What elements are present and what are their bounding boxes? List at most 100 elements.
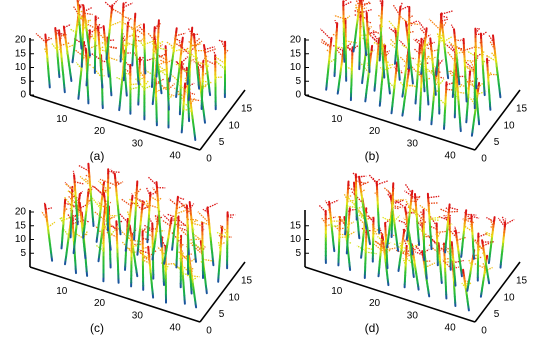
- leaf: [148, 177, 157, 186]
- leaf: [401, 250, 405, 251]
- panel: 5101510203040051015(d): [290, 173, 528, 337]
- z-tick-label: 10: [290, 62, 302, 73]
- leaf: [146, 187, 150, 196]
- leaf: [377, 181, 388, 185]
- leaf: [208, 203, 218, 208]
- leaf: [334, 15, 344, 18]
- leaf: [179, 220, 188, 227]
- y-tick-label: 10: [228, 292, 240, 303]
- leaf: [98, 24, 100, 31]
- y-tick-label: 5: [219, 137, 225, 148]
- leaf: [442, 19, 448, 21]
- leaf: [326, 236, 327, 237]
- x-tick-label: 30: [407, 138, 419, 149]
- leaf: [400, 57, 407, 64]
- leaf: [449, 207, 458, 210]
- leaf: [457, 237, 466, 240]
- leaf: [429, 19, 440, 30]
- leaf: [192, 223, 203, 226]
- leaf: [162, 220, 170, 226]
- y-tick-label: 0: [481, 154, 487, 165]
- leaf: [203, 81, 212, 83]
- y-tick-label: 15: [516, 276, 528, 287]
- leaf: [178, 198, 184, 200]
- x-tick-label: 10: [331, 114, 343, 125]
- x-tick-label: 30: [132, 310, 144, 321]
- leaf: [420, 29, 426, 35]
- leaf: [437, 231, 447, 232]
- leaf: [123, 16, 133, 19]
- z-tick-label: 10: [15, 234, 27, 245]
- leaf: [428, 196, 439, 197]
- leaf: [464, 47, 475, 50]
- leaf: [84, 13, 92, 14]
- x-tick-label: 10: [56, 286, 68, 297]
- z-tick-label: 0: [20, 90, 26, 101]
- leaf: [108, 171, 119, 172]
- leaf: [387, 64, 395, 66]
- leaf: [342, 59, 343, 60]
- leaf: [109, 58, 119, 61]
- leaf: [465, 60, 476, 61]
- leaf: [360, 219, 365, 225]
- y-tick-label: 0: [206, 154, 212, 165]
- leaf: [400, 16, 410, 24]
- leaf: [75, 182, 84, 184]
- leaf: [355, 181, 356, 188]
- leaf: [112, 0, 117, 6]
- leaf: [478, 233, 487, 237]
- leaf: [150, 219, 153, 224]
- z-tick-label: 20: [15, 35, 27, 46]
- y-tick-label: 10: [503, 120, 515, 131]
- y-tick-label: 0: [206, 326, 212, 337]
- y-tick-label: 0: [481, 326, 487, 337]
- leaf: [386, 235, 395, 236]
- leaf: [192, 276, 200, 277]
- z-tick-label: 20: [15, 207, 27, 218]
- z-tick-label: 15: [290, 220, 302, 231]
- y-tick-label: 5: [494, 137, 500, 148]
- leaf: [409, 23, 419, 24]
- leaf: [88, 24, 96, 28]
- leaf: [193, 234, 202, 241]
- leaf: [70, 29, 76, 33]
- stem: [204, 45, 205, 49]
- leaf: [166, 42, 174, 48]
- x-tick-label: 40: [170, 323, 182, 334]
- x-tick-label: 40: [170, 151, 182, 162]
- panel-label: (b): [365, 149, 380, 163]
- leaf: [105, 2, 112, 8]
- leaf: [447, 51, 455, 61]
- leaf: [48, 222, 55, 227]
- leaf: [146, 71, 156, 76]
- leaf: [439, 254, 440, 261]
- leaf: [444, 37, 452, 42]
- z-tick-label: 15: [290, 48, 302, 59]
- leaf: [80, 203, 89, 208]
- leaf: [120, 214, 128, 223]
- x-tick-label: 20: [369, 126, 381, 137]
- leaf: [206, 60, 215, 64]
- leaf: [429, 203, 439, 204]
- x-tick-label: 10: [331, 286, 343, 297]
- x-tick-label: 40: [445, 151, 457, 162]
- leaf: [46, 208, 52, 209]
- stem: [372, 46, 373, 50]
- leaf: [458, 92, 466, 93]
- x-tick-label: 40: [445, 323, 457, 334]
- z-tick-label: 5: [20, 76, 26, 87]
- leaf: [117, 227, 127, 237]
- leaf: [136, 205, 139, 206]
- z-tick-label: 15: [15, 48, 27, 59]
- leaf: [356, 176, 366, 177]
- leaf: [320, 29, 331, 40]
- leaf: [176, 210, 186, 214]
- leaf: [112, 9, 123, 15]
- leaf: [408, 207, 417, 210]
- leaf: [376, 241, 382, 245]
- z-tick-label: 20: [290, 35, 302, 46]
- panel: 510152010203040051015(c): [15, 164, 253, 337]
- leaf: [215, 55, 216, 56]
- panel-label: (d): [365, 321, 380, 335]
- stem: [359, 177, 360, 181]
